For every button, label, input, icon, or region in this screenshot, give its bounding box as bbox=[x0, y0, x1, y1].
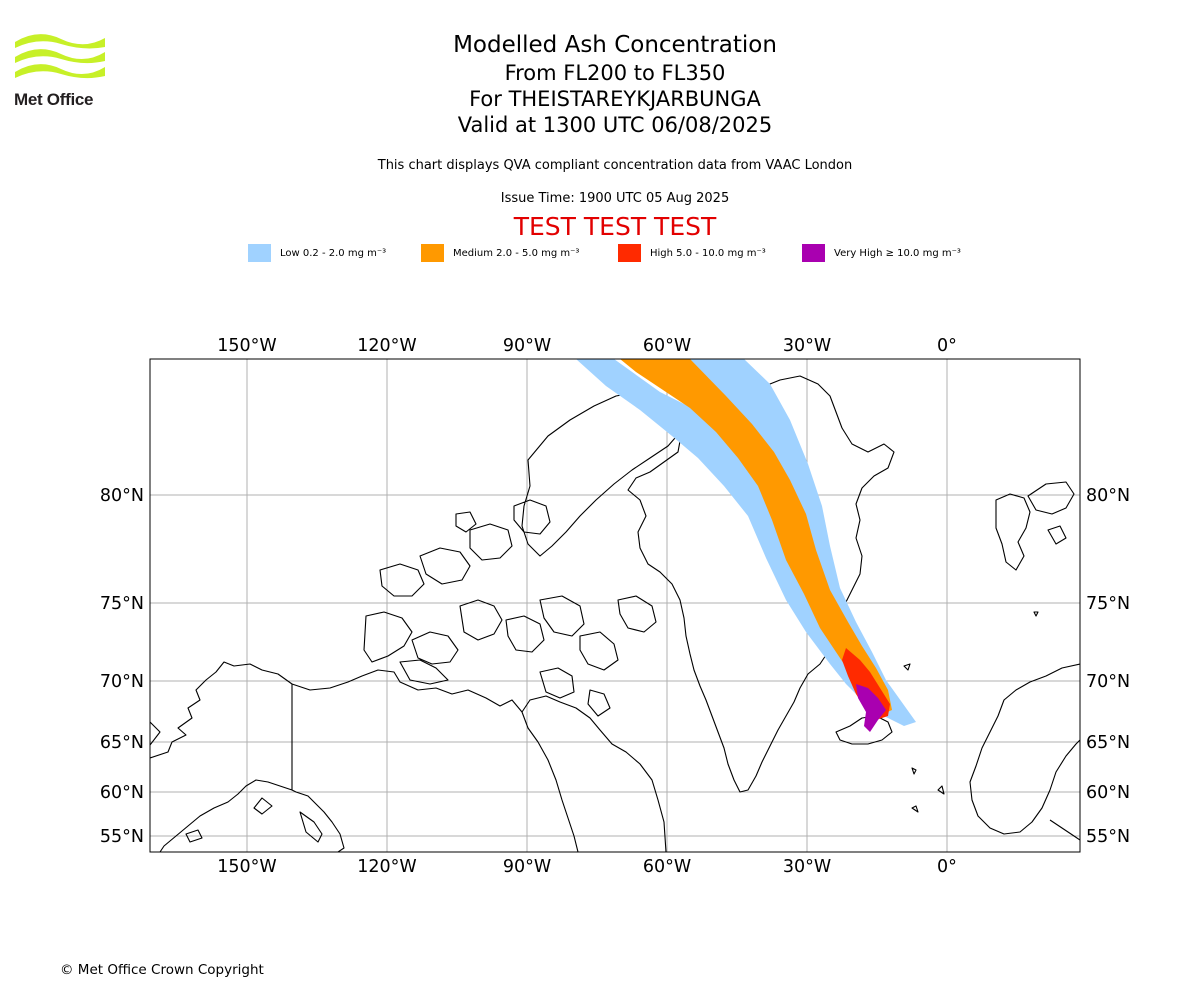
longitude-label-top: 120°W bbox=[357, 336, 416, 356]
met-office-logo: Met Office bbox=[14, 30, 109, 112]
latitude-label-left: 55°N bbox=[100, 827, 144, 847]
legend-label-low: Low 0.2 - 2.0 mg m⁻³ bbox=[280, 247, 387, 259]
legend-label-very-high: Very High ≥ 10.0 mg m⁻³ bbox=[834, 247, 961, 259]
map-background bbox=[150, 359, 1080, 852]
longitude-label-top: 60°W bbox=[643, 336, 691, 356]
legend-swatch-low bbox=[248, 244, 271, 262]
legend-label-high: High 5.0 - 10.0 mg m⁻³ bbox=[650, 247, 766, 259]
svalbard-coast bbox=[995, 481, 1075, 571]
latitude-label-right: 75°N bbox=[1086, 594, 1130, 614]
valid-time: Valid at 1300 UTC 06/08/2025 bbox=[457, 113, 773, 137]
latitude-label-right: 65°N bbox=[1086, 733, 1130, 753]
met-office-wordmark: Met Office bbox=[14, 90, 94, 109]
compliance-note: This chart displays QVA compliant concen… bbox=[377, 158, 853, 173]
latitude-label-right: 55°N bbox=[1086, 827, 1130, 847]
canada-mainland-coast bbox=[291, 669, 667, 852]
legend-swatch-high bbox=[618, 244, 641, 262]
legend-item-high: High 5.0 - 10.0 mg m⁻³ bbox=[618, 244, 766, 262]
latitude-label-right: 60°N bbox=[1086, 783, 1130, 803]
arctic-archipelago-islands bbox=[363, 391, 683, 717]
coastlines bbox=[150, 375, 1080, 852]
map-axis-labels: 150°W 150°W 120°W 120°W 90°W 90°W 60°W 60°W 30°W… bbox=[100, 336, 1130, 877]
met-office-waves-icon bbox=[15, 34, 105, 79]
latitude-label-right: 70°N bbox=[1086, 672, 1130, 692]
longitude-label-top: 90°W bbox=[503, 336, 551, 356]
alaska-southern-islands bbox=[185, 797, 323, 843]
greenland-coast bbox=[627, 375, 895, 793]
latitude-label-left: 75°N bbox=[100, 594, 144, 614]
longitude-label-bottom: 0° bbox=[937, 857, 957, 877]
latitude-label-right: 80°N bbox=[1086, 486, 1130, 506]
longitude-label-top: 30°W bbox=[783, 336, 831, 356]
british-faroe-islands bbox=[911, 785, 945, 813]
longitude-label-bottom: 60°W bbox=[643, 857, 691, 877]
latitude-label-left: 65°N bbox=[100, 733, 144, 753]
graticule bbox=[150, 359, 1080, 852]
issue-time: Issue Time: 1900 UTC 05 Aug 2025 bbox=[500, 191, 730, 206]
legend-swatch-medium bbox=[421, 244, 444, 262]
alaska-coast bbox=[150, 661, 345, 852]
legend-label-medium: Medium 2.0 - 5.0 mg m⁻³ bbox=[453, 247, 580, 259]
longitude-label-bottom: 30°W bbox=[783, 857, 831, 877]
chart-title: Modelled Ash Concentration bbox=[453, 32, 777, 58]
ash-plume-medium bbox=[620, 359, 892, 716]
copyright-notice: © Met Office Crown Copyright bbox=[60, 962, 264, 978]
flight-level-range: From FL200 to FL350 bbox=[504, 61, 726, 85]
legend-item-very-high: Very High ≥ 10.0 mg m⁻³ bbox=[802, 244, 961, 262]
longitude-label-top: 150°W bbox=[217, 336, 276, 356]
legend-swatch-very-high bbox=[802, 244, 825, 262]
longitude-label-bottom: 150°W bbox=[217, 857, 276, 877]
volcano-name: For THEISTAREYKJARBUNGA bbox=[469, 87, 761, 111]
longitude-label-top: 0° bbox=[937, 336, 957, 356]
longitude-label-bottom: 90°W bbox=[503, 857, 551, 877]
legend-item-medium: Medium 2.0 - 5.0 mg m⁻³ bbox=[421, 244, 579, 262]
iceland-coast bbox=[835, 715, 893, 745]
legend-item-low: Low 0.2 - 2.0 mg m⁻³ bbox=[248, 244, 386, 262]
latitude-label-left: 70°N bbox=[100, 672, 144, 692]
ash-plume-very-high bbox=[856, 684, 886, 732]
test-banner: TEST TEST TEST bbox=[513, 212, 717, 241]
concentration-legend: Low 0.2 - 2.0 mg m⁻³ Medium 2.0 - 5.0 mg… bbox=[0, 244, 1200, 264]
scandinavia-coast bbox=[969, 663, 1080, 841]
map-frame bbox=[149, 358, 1081, 853]
longitude-label-bottom: 120°W bbox=[357, 857, 416, 877]
chart-titles: Modelled Ash Concentration From FL200 to… bbox=[0, 30, 1200, 138]
latitude-label-left: 60°N bbox=[100, 783, 144, 803]
jan-mayen bbox=[903, 611, 1039, 775]
latitude-label-left: 80°N bbox=[100, 486, 144, 506]
